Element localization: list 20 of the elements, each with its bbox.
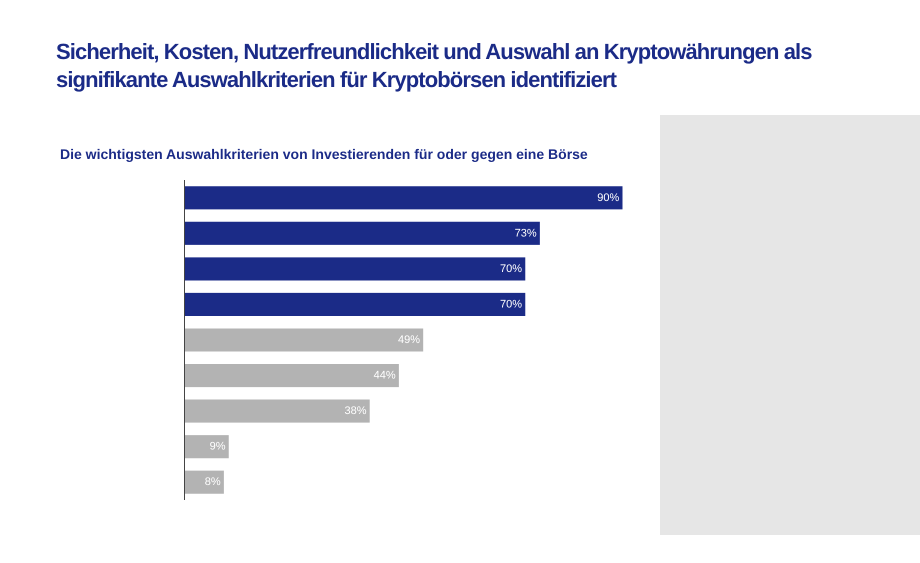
- bar: [185, 435, 229, 458]
- bar: [185, 400, 370, 423]
- bar: [185, 292, 526, 316]
- data-label: 70%: [500, 298, 522, 310]
- bar: [185, 364, 399, 388]
- data-label: 73%: [514, 227, 537, 240]
- chart-subtitle: Die wichtigsten Auswahlkriterien von Investierenden für oder gegen eine Börse: [60, 146, 588, 162]
- bar: [185, 186, 622, 210]
- bar: [185, 222, 540, 245]
- data-label: 38%: [344, 405, 367, 418]
- data-label: 49%: [398, 334, 420, 346]
- data-label: 70%: [500, 262, 522, 275]
- data-label: 8%: [204, 476, 221, 488]
- bar: [185, 328, 424, 352]
- chart-title: Sicherheit, Kosten, Nutzerfreundlichkeit und Auswahl an Kryptowährungen als signifikante Auswahlkriterien für Kryptobörsen identifiziert: [56, 38, 813, 94]
- bar: [185, 257, 526, 280]
- data-label: 9%: [210, 440, 226, 453]
- data-label: 44%: [374, 370, 396, 382]
- bar: [185, 470, 224, 494]
- data-label: 90%: [597, 192, 620, 204]
